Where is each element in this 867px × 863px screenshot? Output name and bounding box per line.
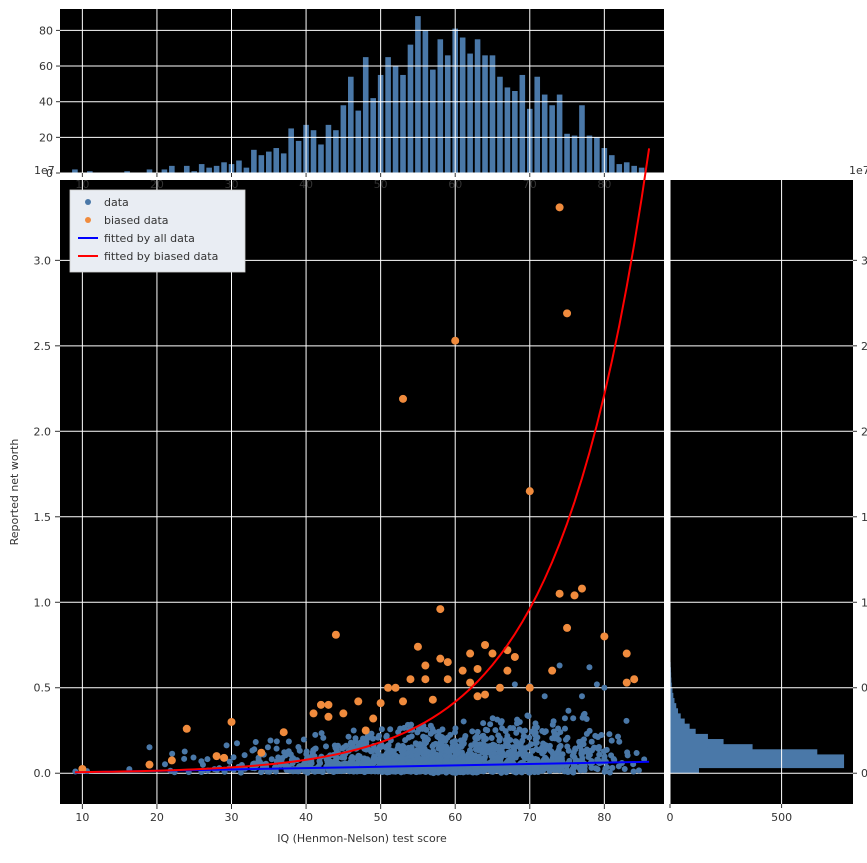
svg-text:80: 80 <box>39 24 53 37</box>
svg-text:1.0: 1.0 <box>861 596 867 609</box>
svg-text:3.0: 3.0 <box>34 254 52 267</box>
legend: data biased data fitted by all data fitted … <box>70 190 245 272</box>
svg-text:2.0: 2.0 <box>861 425 867 438</box>
svg-text:2.5: 2.5 <box>861 340 867 353</box>
svg-text:20: 20 <box>39 131 53 144</box>
svg-text:0: 0 <box>667 811 674 824</box>
svg-text:70: 70 <box>523 811 537 824</box>
svg-text:1.5: 1.5 <box>34 511 52 524</box>
svg-text:fitted by biased data: fitted by biased data <box>104 250 218 263</box>
svg-text:1e7: 1e7 <box>849 164 867 177</box>
svg-text:30: 30 <box>225 811 239 824</box>
svg-text:60: 60 <box>39 60 53 73</box>
svg-text:1.5: 1.5 <box>861 511 867 524</box>
svg-text:40: 40 <box>299 811 313 824</box>
svg-text:0.5: 0.5 <box>34 682 52 695</box>
svg-text:20: 20 <box>150 811 164 824</box>
svg-text:3.0: 3.0 <box>861 254 867 267</box>
svg-text:fitted by all data: fitted by all data <box>104 232 195 245</box>
svg-text:1e7: 1e7 <box>34 164 55 177</box>
svg-text:0.5: 0.5 <box>861 682 867 695</box>
svg-text:40: 40 <box>39 96 53 109</box>
svg-text:2.5: 2.5 <box>34 340 52 353</box>
svg-text:0.0: 0.0 <box>861 767 867 780</box>
x-axis-label: IQ (Henmon-Nelson) test score <box>277 832 447 845</box>
svg-text:60: 60 <box>448 811 462 824</box>
svg-text:data: data <box>104 196 129 209</box>
svg-text:80: 80 <box>597 811 611 824</box>
svg-text:500: 500 <box>771 811 792 824</box>
svg-text:10: 10 <box>75 811 89 824</box>
svg-text:0.0: 0.0 <box>34 767 52 780</box>
svg-text:1.0: 1.0 <box>34 596 52 609</box>
svg-text:50: 50 <box>374 811 388 824</box>
svg-text:biased data: biased data <box>104 214 169 227</box>
svg-text:2.0: 2.0 <box>34 425 52 438</box>
y-axis-label: Reported net worth <box>8 439 21 546</box>
